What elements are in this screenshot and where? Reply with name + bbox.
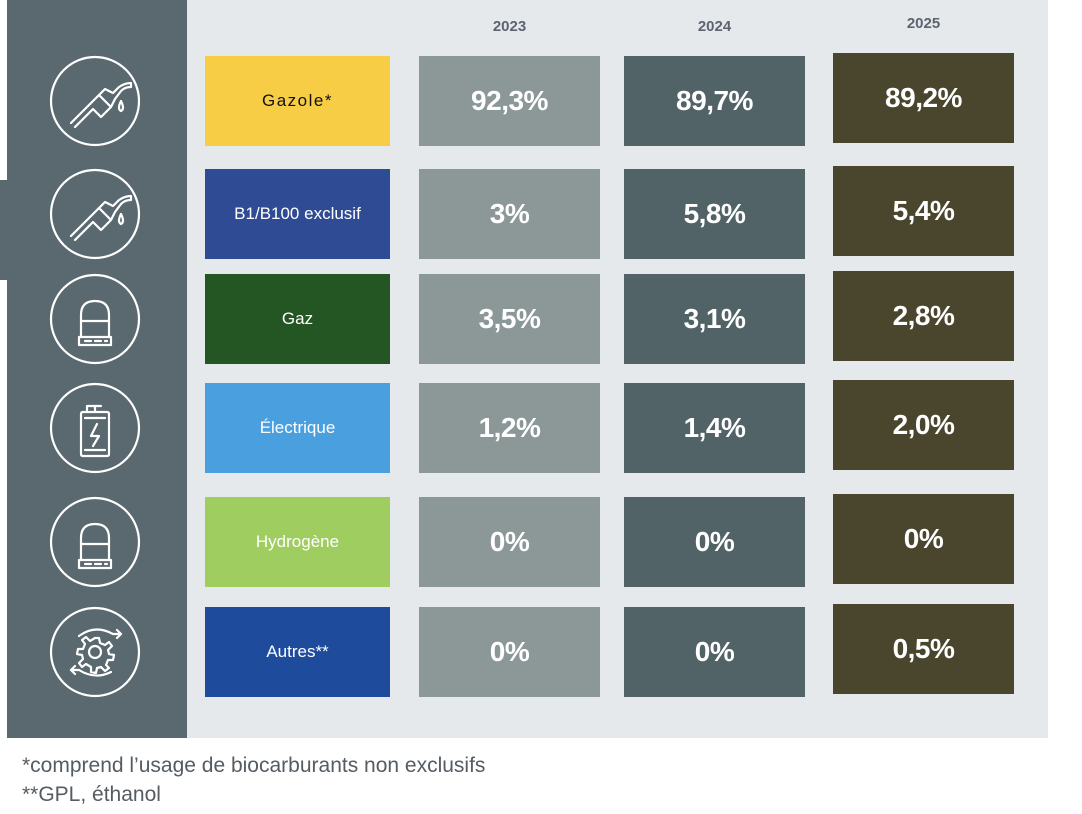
value-cell-2023: 3,5% — [419, 274, 600, 364]
icon-sidebar — [7, 0, 187, 738]
value-cell-2025: 0% — [833, 494, 1014, 584]
value-cell-2025: 5,4% — [833, 166, 1014, 256]
fuel-pump-nozzle-icon — [49, 168, 141, 260]
sidebar-notch — [0, 180, 8, 280]
value-cell-2023: 1,2% — [419, 383, 600, 473]
value-cell-2024: 89,7% — [624, 56, 805, 146]
column-header-2023: 2023 — [492, 18, 527, 35]
value-cell-2023: 92,3% — [419, 56, 600, 146]
value-cell-2024: 3,1% — [624, 274, 805, 364]
value-cell-2025: 2,8% — [833, 271, 1014, 361]
value-cell-2024: 1,4% — [624, 383, 805, 473]
value-cell-2025: 2,0% — [833, 380, 1014, 470]
value-cell-2023: 0% — [419, 607, 600, 697]
gas-tank-icon — [49, 496, 141, 588]
footnote-1: *comprend l’usage de biocarburants non e… — [22, 754, 486, 777]
row-label: Hydrogène — [205, 497, 390, 587]
value-cell-2023: 3% — [419, 169, 600, 259]
footnote-2: **GPL, éthanol — [22, 783, 161, 806]
value-cell-2023: 0% — [419, 497, 600, 587]
gas-tank-icon — [49, 273, 141, 365]
row-label: Gaz — [205, 274, 390, 364]
row-label: Autres** — [205, 607, 390, 697]
value-cell-2025: 89,2% — [833, 53, 1014, 143]
value-cell-2024: 0% — [624, 607, 805, 697]
value-cell-2024: 0% — [624, 497, 805, 587]
gear-cycle-icon — [49, 606, 141, 698]
fuel-pump-nozzle-icon — [49, 55, 141, 147]
column-header-2024: 2024 — [697, 18, 732, 35]
row-label: Gazole* — [205, 56, 390, 146]
battery-charging-icon — [49, 382, 141, 474]
column-header-2025: 2025 — [906, 15, 941, 32]
row-label: B1/B100 exclusif — [205, 169, 390, 259]
value-cell-2024: 5,8% — [624, 169, 805, 259]
value-cell-2025: 0,5% — [833, 604, 1014, 694]
row-label: Électrique — [205, 383, 390, 473]
